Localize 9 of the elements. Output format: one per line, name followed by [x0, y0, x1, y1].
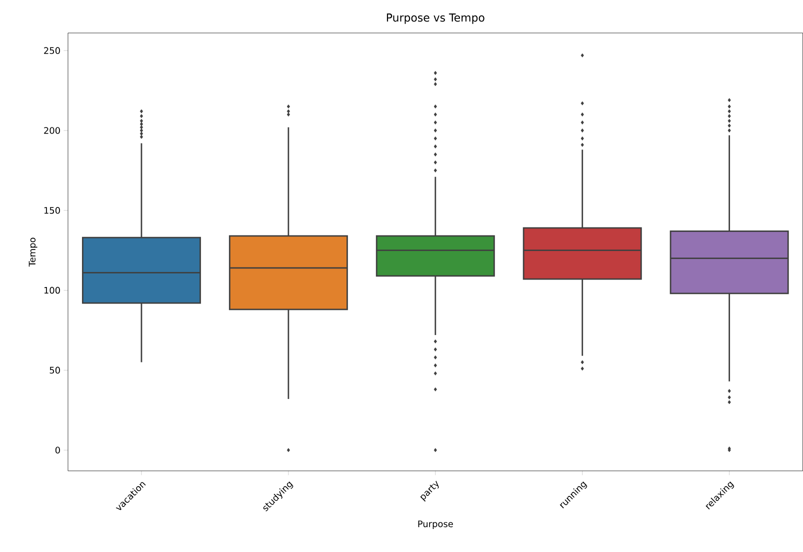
y-tick-label: 250 — [44, 47, 60, 54]
y-axis-title: Tempo — [28, 238, 38, 267]
y-tick-label: 200 — [44, 127, 60, 134]
y-tick-label: 150 — [44, 207, 60, 214]
y-tick-label: 0 — [55, 446, 60, 454]
y-tick-label: 50 — [50, 366, 60, 374]
x-axis-title: Purpose — [418, 520, 453, 530]
chart-title: Purpose vs Tempo — [386, 14, 484, 24]
y-tick-label: 100 — [44, 286, 60, 294]
